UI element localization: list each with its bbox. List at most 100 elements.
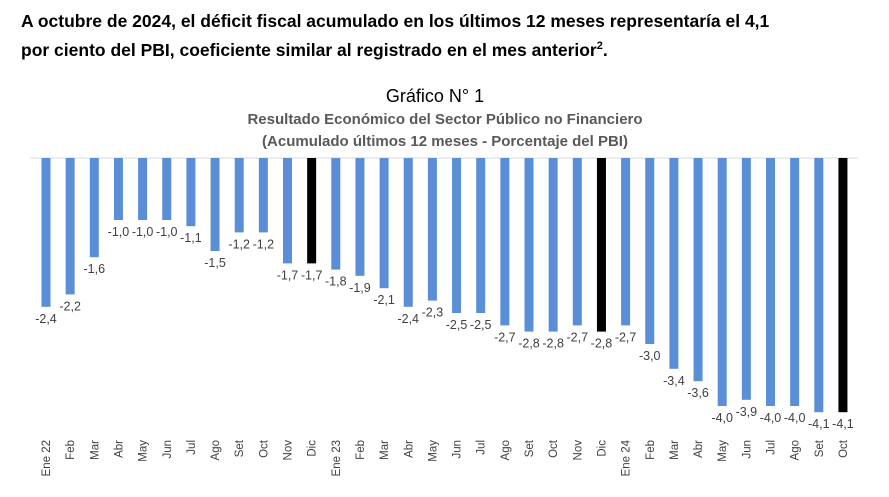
data-label: -2,3	[422, 306, 444, 320]
bar	[621, 158, 631, 326]
intro-text: A octubre de 2024, el déficit fiscal acu…	[21, 9, 889, 63]
bar	[89, 158, 99, 258]
bar	[645, 158, 655, 344]
bar	[307, 158, 317, 264]
bar	[524, 158, 534, 332]
intro-line-2-text: por ciento del PBI, coeficiente similar …	[21, 39, 597, 60]
bar	[814, 158, 824, 413]
x-tick-label: Nov	[283, 440, 295, 461]
data-label: -1,8	[325, 275, 347, 289]
bar	[113, 158, 123, 220]
x-tick-label: May	[427, 440, 439, 462]
x-tick-label: Mar	[669, 440, 681, 460]
x-tick-label: Jun	[162, 440, 174, 459]
data-label: -4,0	[711, 411, 733, 425]
bar	[572, 158, 582, 326]
x-tick-label: Feb	[645, 440, 657, 460]
bar	[476, 158, 486, 313]
data-label: -1,9	[349, 281, 371, 295]
intro-end: .	[602, 39, 608, 60]
data-label: -3,4	[663, 374, 685, 388]
chart-title: Gráfico N° 1	[385, 86, 485, 106]
data-label: -2,8	[518, 337, 540, 351]
bar	[403, 158, 413, 307]
bar	[162, 158, 172, 220]
x-tick-label: Jul	[476, 440, 488, 455]
data-label: -2,4	[397, 312, 419, 326]
bar	[838, 158, 848, 413]
bar	[427, 158, 437, 301]
data-label: -1,6	[84, 262, 106, 276]
data-label: -1,1	[180, 231, 202, 245]
bar	[65, 158, 75, 295]
x-tick-label: Nov	[572, 440, 584, 461]
bar	[790, 158, 800, 406]
data-label: -3,6	[687, 386, 709, 400]
x-tick-label: Oct	[548, 439, 560, 458]
bar	[355, 158, 365, 276]
x-tick-label: May	[138, 440, 150, 462]
x-tick-label: Dic	[307, 440, 319, 457]
bar	[210, 158, 220, 251]
bar	[283, 158, 292, 264]
data-label: -2,1	[373, 293, 395, 307]
data-label: -2,8	[542, 337, 564, 351]
bar	[186, 158, 196, 227]
x-tick-label: Abr	[113, 440, 125, 458]
data-label: -1,5	[204, 256, 226, 270]
x-tick-label: Abr	[403, 440, 415, 458]
intro-line-1: A octubre de 2024, el déficit fiscal acu…	[21, 11, 770, 31]
data-label: -2,5	[446, 318, 468, 332]
bar	[717, 158, 727, 406]
data-label: -1,2	[228, 237, 250, 251]
x-tick-label: May	[717, 440, 729, 462]
x-tick-label: Ene 23	[331, 440, 343, 476]
bar	[138, 158, 148, 220]
x-tick-label: Feb	[65, 440, 77, 460]
x-tick-label: Ene 24	[621, 439, 633, 476]
bar	[766, 158, 775, 406]
x-tick-label: Set	[814, 439, 826, 457]
data-label: -2,7	[615, 330, 637, 344]
x-tick-label: Dic	[596, 440, 608, 457]
data-label: -3,9	[736, 405, 758, 419]
data-label: -2,2	[59, 299, 81, 313]
data-label: -3,0	[639, 349, 661, 363]
intro-line-2: por ciento del PBI, coeficiente similar …	[21, 34, 889, 63]
data-label: -1,0	[132, 225, 154, 239]
bar	[596, 158, 606, 332]
x-tick-label: Abr	[693, 440, 705, 458]
bar	[452, 158, 462, 313]
bar	[741, 158, 751, 400]
x-tick-label: Jun	[741, 440, 753, 459]
data-label: -4,1	[832, 417, 854, 431]
data-label: -2,8	[591, 337, 613, 351]
x-tick-label: Mar	[379, 440, 391, 460]
x-tick-label: Jul	[186, 440, 198, 455]
x-tick-label: Ene 22	[41, 440, 53, 476]
x-tick-label: Oct	[258, 439, 270, 458]
bar	[331, 158, 341, 270]
data-label: -2,7	[494, 330, 516, 344]
chart-subtitle-2: (Acumulado últimos 12 meses - Porcentaje…	[262, 133, 628, 150]
footnote-ref[interactable]: 2	[596, 40, 603, 52]
x-tick-label: Jul	[766, 440, 778, 455]
bar	[669, 158, 679, 369]
data-label: -4,0	[760, 411, 782, 425]
bar	[41, 158, 51, 307]
x-tick-label: Ago	[790, 440, 802, 460]
data-label: -1,0	[108, 225, 130, 239]
bar	[234, 158, 244, 233]
data-label: -1,7	[277, 268, 299, 282]
x-tick-label: Set	[524, 439, 536, 457]
chart-subtitle-1: Resultado Económico del Sector Público n…	[247, 111, 643, 128]
data-label: -2,4	[35, 312, 57, 326]
data-label: -1,7	[301, 268, 323, 282]
x-tick-label: Set	[234, 439, 246, 457]
x-tick-label: Jun	[452, 440, 464, 459]
x-tick-label: Ago	[210, 440, 222, 460]
bar	[548, 158, 558, 332]
data-label: -1,2	[253, 237, 275, 251]
data-label: -2,7	[567, 330, 589, 344]
